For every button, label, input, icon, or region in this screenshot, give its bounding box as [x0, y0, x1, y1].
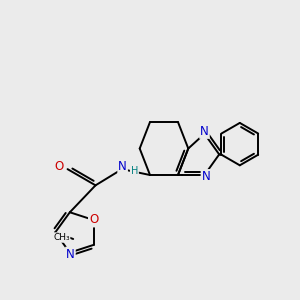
Text: CH₃: CH₃ — [53, 233, 70, 242]
Text: H: H — [131, 166, 138, 176]
Text: N: N — [202, 170, 210, 183]
Text: N: N — [118, 160, 127, 173]
Text: O: O — [54, 160, 63, 173]
Text: N: N — [200, 125, 209, 138]
Text: O: O — [89, 214, 98, 226]
Text: N: N — [66, 248, 75, 261]
